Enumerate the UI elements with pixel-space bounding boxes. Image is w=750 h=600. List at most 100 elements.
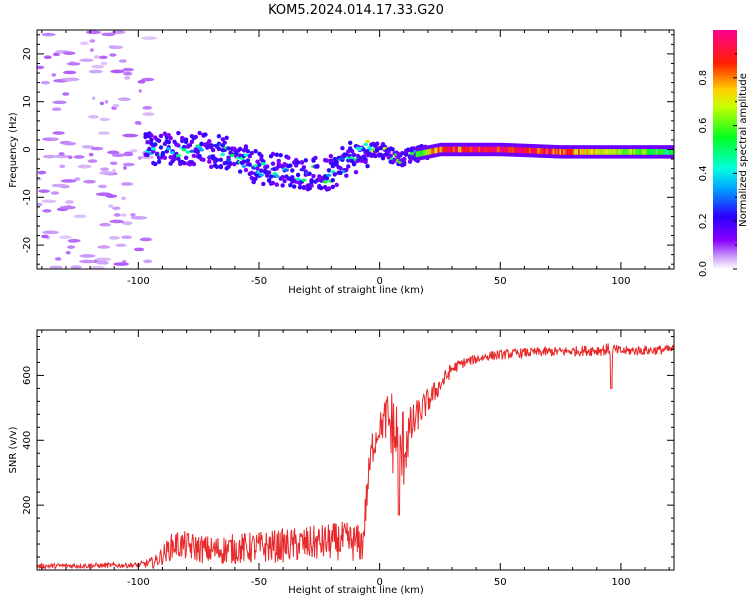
band-core (530, 147, 533, 154)
band-core (547, 148, 550, 155)
spectral-blob (216, 146, 222, 152)
band-core (503, 146, 506, 153)
band-core (581, 149, 584, 155)
spectral-blob (237, 146, 243, 152)
spectral-core (363, 142, 369, 147)
band-core (655, 149, 658, 155)
band-core (480, 146, 483, 153)
band-core (610, 149, 613, 155)
noise-blob (126, 222, 131, 226)
colorbar-label: Normalized spectral amplitude (738, 73, 749, 227)
noise-blob (79, 259, 96, 264)
band-core (424, 149, 427, 156)
colorbar-tick-label: 0.6 (698, 118, 709, 134)
spectral-blob (347, 140, 353, 146)
spectral-core (175, 153, 181, 158)
spectral-blob (224, 160, 229, 166)
band-core (623, 149, 626, 155)
band-core (652, 149, 655, 155)
band-core (481, 146, 484, 153)
band-core (618, 149, 621, 155)
spectral-core (301, 178, 307, 182)
noise-blob (42, 230, 59, 235)
band-core (437, 147, 440, 153)
spectral-blob (207, 138, 212, 144)
spectral-blob (151, 149, 156, 154)
noise-blob (52, 52, 61, 57)
band-core (493, 146, 496, 153)
spectral-blob (259, 153, 264, 159)
band-core (486, 146, 489, 153)
noise-blob (43, 154, 57, 159)
band-core (446, 146, 449, 153)
noise-blob (141, 36, 158, 40)
band-core (660, 149, 663, 155)
snr-y-label: SNR (v/v) (8, 426, 19, 473)
spectral-blob (183, 139, 189, 145)
noise-blob (41, 32, 56, 37)
band-core (520, 147, 523, 154)
spectral-blob (344, 173, 349, 178)
spectrogram-y-ticks: -20 -10 0 10 20 (22, 34, 674, 265)
spectral-blob (307, 171, 312, 176)
band-core (483, 146, 486, 153)
band-core (620, 149, 623, 155)
noise-blob (139, 237, 152, 242)
band-core (638, 149, 641, 155)
noise-blob (112, 206, 121, 211)
noise-blob (63, 77, 80, 82)
band-core (518, 147, 521, 154)
band-core (512, 147, 515, 153)
noise-blob (49, 265, 63, 269)
spectral-blob (270, 180, 276, 186)
spectral-blob (183, 155, 189, 161)
band-core (579, 149, 582, 155)
noise-blob (99, 101, 104, 106)
band-core (594, 149, 597, 155)
noise-blob (37, 65, 45, 70)
band-core (527, 147, 530, 154)
colorbar: 0.0 0.2 0.4 0.6 0.8 Normalized spectral ampl… (698, 30, 749, 277)
band-core (645, 149, 648, 155)
spectral-blob (274, 182, 280, 187)
band-core (564, 149, 567, 155)
band-core (630, 149, 633, 155)
band-core (588, 149, 591, 155)
spectral-core (322, 180, 328, 184)
band-core (583, 149, 586, 155)
spectral-blob (388, 153, 393, 158)
noise-blob (88, 115, 100, 119)
spectral-blob (361, 147, 366, 152)
spectral-blob (259, 168, 264, 173)
x-tick-label: 100 (611, 577, 630, 588)
band-core (427, 149, 430, 155)
noise-blob (52, 131, 65, 135)
spectral-blob (216, 133, 222, 139)
band-core (461, 146, 464, 153)
noise-blob (121, 213, 127, 217)
noise-blob (79, 58, 94, 63)
band-core (596, 149, 599, 155)
noise-blob (98, 55, 108, 60)
band-core (628, 149, 631, 155)
spectrogram-area (37, 30, 674, 269)
noise-blob (85, 30, 102, 35)
spectral-blob (315, 163, 320, 169)
band-core (444, 146, 447, 153)
spectral-blob (191, 161, 197, 167)
band-core (422, 150, 425, 156)
noise-blob (101, 32, 116, 37)
x-tick-label: 50 (494, 577, 507, 588)
noise-blob (73, 214, 87, 219)
band-core (608, 149, 611, 155)
noise-blob (122, 162, 135, 167)
y-tick-label: 0 (22, 146, 33, 152)
spectral-blob (193, 134, 198, 140)
noise-blob (62, 92, 70, 96)
spectral-blob (344, 167, 349, 173)
spectral-blob (153, 161, 158, 167)
band-core (637, 149, 640, 155)
spectral-blob (158, 133, 164, 139)
spectral-blob (253, 148, 258, 154)
snr-x-ticks: -100 -50 0 50 100 (41, 330, 670, 588)
